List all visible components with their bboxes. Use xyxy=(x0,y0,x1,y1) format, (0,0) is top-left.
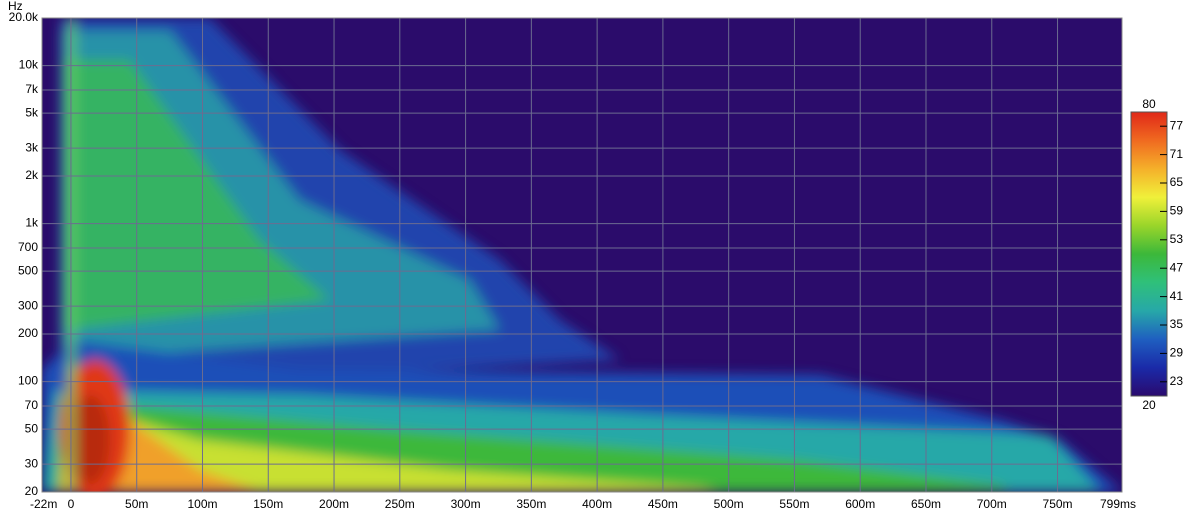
y-tick-label: 10k xyxy=(19,58,39,72)
y-tick-label: 20.0k xyxy=(9,10,39,24)
x-tick-label: 700m xyxy=(977,497,1007,511)
colorbar-label: 65 xyxy=(1170,175,1184,189)
x-tick-label: 150m xyxy=(253,497,283,511)
colorbar-label: 41 xyxy=(1170,289,1184,303)
x-tick-label: 300m xyxy=(451,497,481,511)
x-tick-label: 350m xyxy=(516,497,546,511)
x-tick-label: 200m xyxy=(319,497,349,511)
y-tick-label: 70 xyxy=(25,398,39,412)
x-tick-label: 600m xyxy=(845,497,875,511)
y-tick-label: 30 xyxy=(25,456,39,470)
y-tick-label: 300 xyxy=(18,298,38,312)
y-tick-label: 20 xyxy=(25,484,39,498)
y-tick-label: 2k xyxy=(25,168,39,182)
colorbar-label: 20 xyxy=(1142,398,1156,412)
y-tick-label: 700 xyxy=(18,240,38,254)
x-tick-label: 650m xyxy=(911,497,941,511)
y-tick-label: 200 xyxy=(18,326,38,340)
colorbar-label: 80 xyxy=(1142,97,1156,111)
y-tick-label: 50 xyxy=(25,421,39,435)
plot-frame xyxy=(41,17,1123,493)
colorbar-label: 29 xyxy=(1170,346,1184,360)
x-tick-label: 550m xyxy=(779,497,809,511)
x-tick-label: 100m xyxy=(187,497,217,511)
x-tick-label: 450m xyxy=(648,497,678,511)
colorbar xyxy=(1130,111,1168,397)
heatmap xyxy=(42,18,1122,492)
colorbar-label: 71 xyxy=(1170,147,1184,161)
y-tick-label: 100 xyxy=(18,374,38,388)
x-tick-label: 799ms xyxy=(1100,497,1136,511)
y-tick-label: 3k xyxy=(25,140,39,154)
x-tick-label: 750m xyxy=(1043,497,1073,511)
x-tick-label: -22m xyxy=(30,497,57,511)
colorbar-label: 53 xyxy=(1170,232,1184,246)
x-tick-label: 400m xyxy=(582,497,612,511)
y-axis-label: Hz xyxy=(8,0,23,13)
x-tick-label: 250m xyxy=(385,497,415,511)
y-tick-label: 5k xyxy=(25,105,39,119)
y-tick-label: 500 xyxy=(18,263,38,277)
x-tick-label: 500m xyxy=(714,497,744,511)
colorbar-label: 35 xyxy=(1170,317,1184,331)
colorbar-label: 23 xyxy=(1170,374,1184,388)
x-tick-label: 50m xyxy=(125,497,148,511)
y-tick-label: 1k xyxy=(25,216,39,230)
y-tick-label: 7k xyxy=(25,82,39,96)
colorbar-label: 47 xyxy=(1170,260,1184,274)
x-tick-label: 0 xyxy=(68,497,75,511)
grid xyxy=(41,17,1123,493)
colorbar-label: 59 xyxy=(1170,204,1184,218)
colorbar-label: 77 xyxy=(1170,118,1184,132)
